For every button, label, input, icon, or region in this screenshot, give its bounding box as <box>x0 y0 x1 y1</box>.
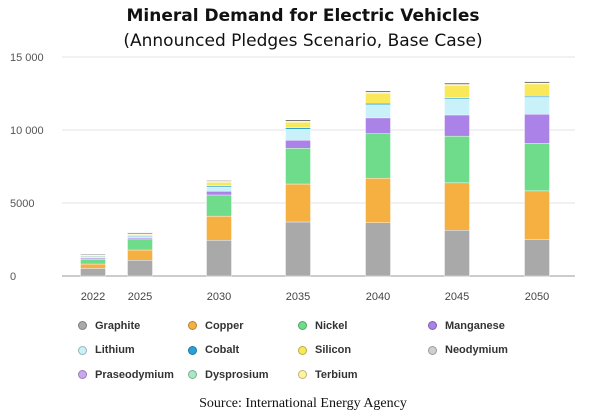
bar-segment-lithium-2040 <box>365 104 391 119</box>
legend-swatch <box>428 345 437 355</box>
legend-label: Dysprosium <box>205 368 269 381</box>
bar-segment-copper-2035 <box>285 183 311 223</box>
bar-segment-copper-2025 <box>127 249 153 261</box>
bar-segment-lithium-2025 <box>127 236 153 239</box>
y-tick-label: 0 <box>10 271 16 283</box>
legend-swatch <box>78 321 87 330</box>
legend-swatch <box>78 345 87 355</box>
bar-segment-silicon-2040 <box>365 92 391 104</box>
bar-segment-cobalt-2035 <box>285 127 311 130</box>
bar-segment-copper-2022 <box>80 263 106 269</box>
legend-swatch <box>78 370 87 380</box>
legend-swatch <box>188 321 197 330</box>
legend-label: Copper <box>205 319 244 332</box>
bar-segment-graphite-2022 <box>80 268 106 277</box>
bar-segment-graphite-2030 <box>206 240 232 277</box>
bar-segment-silicon-2035 <box>285 121 311 129</box>
legend-label: Neodymium <box>445 344 508 357</box>
chart-subtitle: (Announced Pledges Scenario, Base Case) <box>123 31 483 51</box>
legend-swatch <box>298 321 307 330</box>
legend-item-cobalt: Cobalt <box>188 343 298 358</box>
bar-segment-silicon-2030 <box>206 181 232 186</box>
bar-segment-manganese-2050 <box>524 114 550 144</box>
bar-segment-lithium-2030 <box>206 186 232 192</box>
chart-title: Mineral Demand for Electric Vehicles <box>126 6 480 26</box>
bar-segment-manganese-2030 <box>206 191 232 196</box>
bar-segment-nickel-2035 <box>285 148 311 185</box>
bar-segment-other-2030 <box>206 180 232 182</box>
source-note: Source: International Energy Agency <box>199 396 407 411</box>
bar-segment-graphite-2035 <box>285 221 311 277</box>
bar-segment-cobalt-2040 <box>365 103 391 105</box>
bar-segment-nickel-2022 <box>80 259 106 265</box>
bar-segment-other-2022 <box>80 253 106 256</box>
bar-segment-graphite-2045 <box>444 230 470 277</box>
x-tick-label: 2022 <box>81 291 105 303</box>
legend-item-neodymium: Neodymium <box>428 343 568 358</box>
legend-label: Terbium <box>315 368 358 381</box>
bar-segment-copper-2050 <box>524 190 550 240</box>
bar-segment-copper-2040 <box>365 177 391 223</box>
bar-segment-nickel-2025 <box>127 239 153 251</box>
legend-swatch <box>188 370 197 380</box>
legend-label: Graphite <box>95 319 141 332</box>
legend-swatch <box>428 321 437 330</box>
legend-swatch <box>298 345 307 355</box>
x-tick-label: 2030 <box>207 291 231 303</box>
legend-label: Lithium <box>95 344 135 357</box>
bar-segment-manganese-2045 <box>444 114 470 137</box>
bar-segment-nickel-2040 <box>365 133 391 179</box>
chart-legend: Graphite Copper Nickel Manganese Lithium Coba… <box>78 318 578 386</box>
y-tick-label: 15 000 <box>10 52 44 64</box>
legend-label: Praseodymium <box>95 368 174 381</box>
bar-segment-silicon-2050 <box>524 83 550 97</box>
legend-item-praseodymium: Praseodymium <box>78 367 188 382</box>
bar-segment-manganese-2025 <box>127 237 153 240</box>
bar-segment-manganese-2040 <box>365 117 391 134</box>
legend-label: Cobalt <box>205 344 240 357</box>
y-tick-label: 5000 <box>10 198 34 210</box>
bar-segment-graphite-2025 <box>127 260 153 277</box>
legend-item-terbium: Terbium <box>298 367 428 382</box>
legend-label: Silicon <box>315 344 352 357</box>
legend-label: Nickel <box>315 319 348 332</box>
bar-segment-lithium-2035 <box>285 129 311 141</box>
bar-segment-copper-2030 <box>206 215 232 241</box>
bar-segment-other-2050 <box>524 81 550 84</box>
bar-segment-lithium-2045 <box>444 98 470 116</box>
bar-segment-nickel-2030 <box>206 194 232 217</box>
bar-segment-silicon-2045 <box>444 85 470 98</box>
legend-item-silicon: Silicon <box>298 343 428 358</box>
legend-label: Manganese <box>445 319 505 332</box>
bar-segment-lithium-2050 <box>524 97 550 115</box>
legend-item-copper: Copper <box>188 318 298 333</box>
legend-item-manganese: Manganese <box>428 318 568 333</box>
bar-segment-nickel-2045 <box>444 135 470 184</box>
x-tick-label: 2025 <box>128 291 152 303</box>
x-tick-label: 2045 <box>445 291 469 303</box>
bar-segment-copper-2045 <box>444 182 470 231</box>
legend-swatch <box>298 370 307 380</box>
legend-item-graphite: Graphite <box>78 318 188 333</box>
bar-segment-other-2025 <box>127 232 153 234</box>
bar-segment-other-2040 <box>365 90 391 93</box>
legend-item-dysprosium: Dysprosium <box>188 367 298 382</box>
bar-segment-graphite-2050 <box>524 239 550 277</box>
bar-segment-other-2035 <box>285 119 311 122</box>
legend-item-nickel: Nickel <box>298 318 428 333</box>
bar-segment-manganese-2035 <box>285 140 311 149</box>
bar-segment-other-2045 <box>444 83 470 85</box>
x-tick-label: 2050 <box>525 291 549 303</box>
x-tick-label: 2035 <box>286 291 310 303</box>
x-tick-label: 2040 <box>366 291 390 303</box>
bar-segment-graphite-2040 <box>365 222 391 277</box>
legend-item-lithium: Lithium <box>78 343 188 358</box>
bar-segment-nickel-2050 <box>524 143 550 192</box>
y-tick-label: 10 000 <box>10 125 44 137</box>
legend-swatch <box>188 345 197 355</box>
